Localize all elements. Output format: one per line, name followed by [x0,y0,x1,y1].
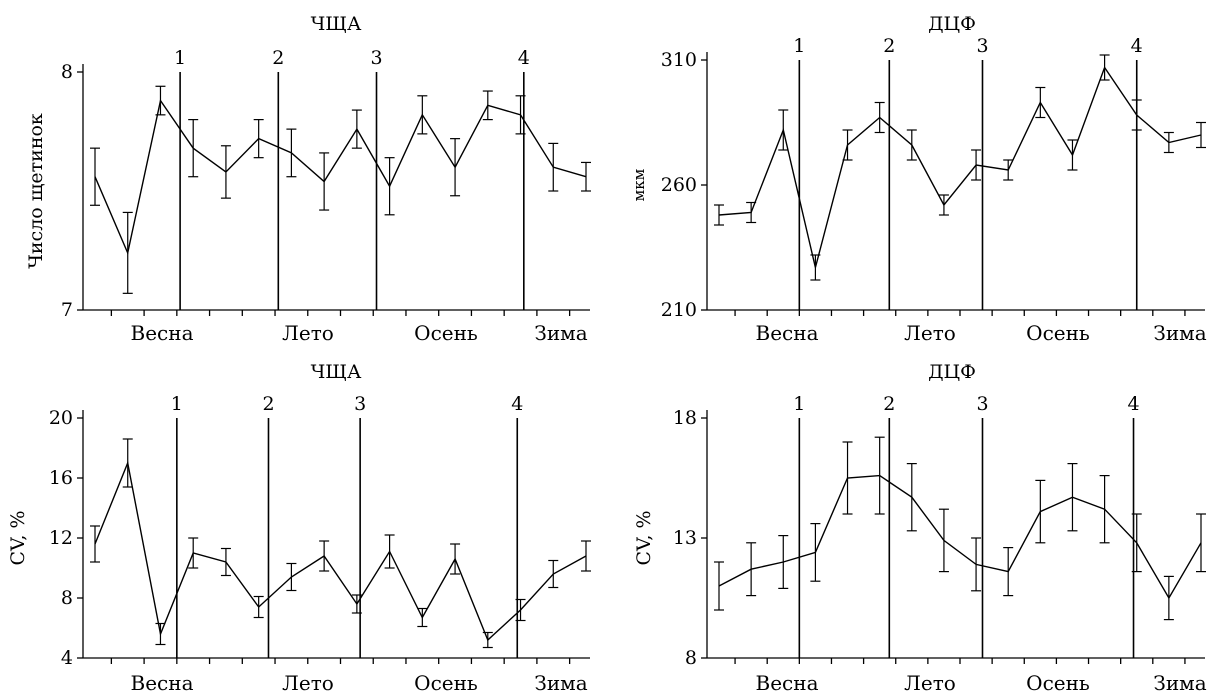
season-label: Зима [1153,671,1206,695]
season-label: Весна [756,321,819,345]
y-axis-label: мкм [630,168,648,201]
y-tick-label: 210 [661,299,697,321]
y-tick-label: 8 [61,587,73,609]
y-tick-label: 20 [49,407,73,429]
y-axis-label: Число щетинок [25,113,47,269]
season-label: Осень [414,671,478,695]
y-axis-label: CV, % [633,510,655,565]
marker-label: 2 [883,35,895,57]
season-label: Зима [1153,321,1206,345]
chart-panel-4: ДЦФ 8 13 18 CV, % Весна Лето Осень Зима 1 2 3 4 [633,361,1207,695]
marker-label: 2 [262,393,274,415]
y-tick-label: 8 [61,61,73,83]
chart-title: ДЦФ [928,361,976,383]
y-tick-label: 310 [661,49,697,71]
season-label: Лето [282,671,334,695]
marker-label: 4 [1131,35,1143,57]
marker-label: 3 [354,393,366,415]
data-series-line [94,460,587,642]
season-label: Весна [756,671,819,695]
y-tick-label: 260 [661,174,697,196]
y-tick-label: 7 [61,299,73,321]
season-label: Осень [1026,671,1090,695]
marker-label: 4 [1127,393,1139,415]
marker-label: 2 [272,47,284,69]
marker-label: 1 [793,393,805,415]
data-series-line [94,98,587,256]
y-tick-label: 18 [673,407,697,429]
marker-label: 4 [511,393,523,415]
y-axis-label: CV, % [7,510,29,565]
season-label: Лето [904,671,956,695]
chart-panel-2: ДЦФ 210 260 310 мкм Весна Лето Осень Зима 1 2 3 4 [630,13,1207,345]
y-tick-label: 12 [49,527,73,549]
marker-label: 4 [518,47,530,69]
marker-label: 3 [976,35,988,57]
marker-label: 1 [171,393,183,415]
marker-label: 3 [976,393,988,415]
data-series-line [718,65,1202,268]
marker-label: 3 [370,47,382,69]
season-label: Зима [534,671,587,695]
error-bar [581,161,591,192]
marker-label: 1 [174,47,186,69]
season-label: Осень [414,321,478,345]
season-label: Осень [1026,321,1090,345]
y-tick-label: 13 [673,527,697,549]
chart-panel-1: ЧЩА 7 8 Число щетинок Весна Лето Осень Зима 1 2 3 4 [25,13,591,345]
marker-label: 2 [883,393,895,415]
season-label: Лето [904,321,956,345]
season-label: Весна [131,671,194,695]
data-series-line [718,474,1202,600]
y-tick-label: 8 [685,647,697,669]
chart-title: ДЦФ [928,13,976,35]
y-tick-label: 4 [61,647,73,669]
season-label: Лето [282,321,334,345]
season-label: Зима [534,321,587,345]
chart-title: ЧЩА [311,361,362,383]
season-label: Весна [131,321,194,345]
y-tick-label: 16 [49,467,73,489]
marker-label: 1 [793,35,805,57]
chart-title: ЧЩА [311,13,362,35]
